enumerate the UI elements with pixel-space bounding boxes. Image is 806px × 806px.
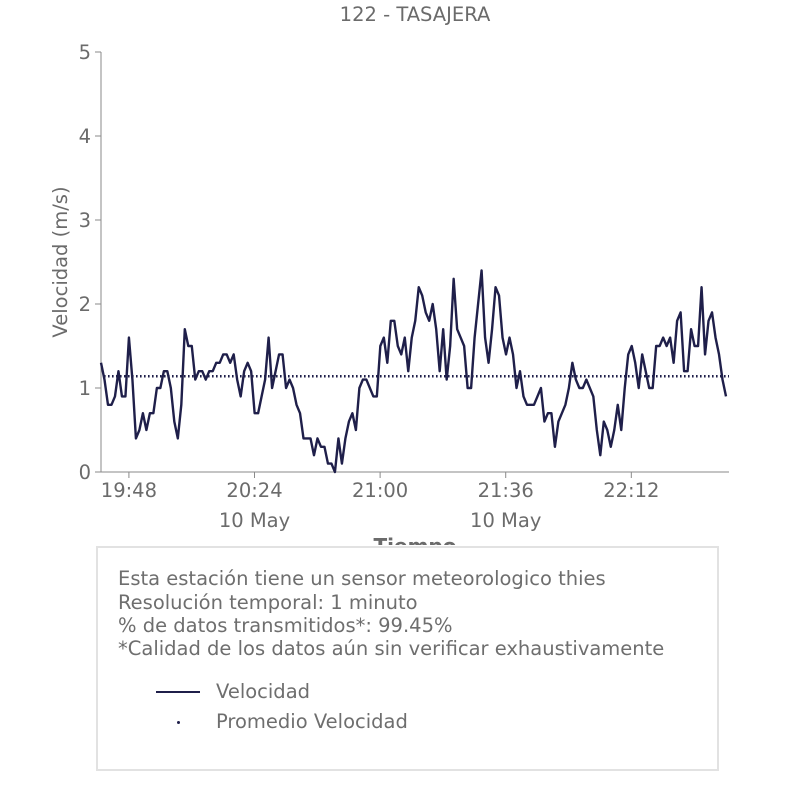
x-tick-label: 22:12: [603, 479, 659, 502]
x-ticks: 19:48 20:24 21:00 21:36 22:12 10 May 10 May: [101, 472, 659, 532]
y-tick-label: 1: [79, 377, 91, 400]
y-tick-label: 2: [79, 293, 91, 316]
info-line-sensor: Esta estación tiene un sensor meteorolog…: [118, 567, 606, 590]
info-panel: Esta estación tiene un sensor meteorolog…: [96, 546, 719, 771]
y-axis-label: Velocidad (m/s): [49, 186, 72, 337]
info-line-transmitted: % de datos transmitidos*: 99.45%: [118, 614, 453, 637]
x-tick-label: 19:48: [101, 479, 157, 502]
x-tick-label: 21:36: [478, 479, 534, 502]
chart-title: 122 - TASAJERA: [340, 3, 491, 26]
x-tick-label: 20:24: [226, 479, 282, 502]
dot-icon: [177, 721, 180, 724]
y-tick-label: 4: [79, 125, 91, 148]
info-line-quality-note: *Calidad de los datos aún sin verificar …: [118, 637, 665, 660]
legend-label-velocidad: Velocidad: [216, 680, 311, 703]
y-tick-label: 3: [79, 209, 91, 232]
x-axis-label: Tiempo: [374, 534, 457, 545]
x-date-label: 10 May: [219, 509, 290, 532]
series-velocidad: [99, 269, 728, 474]
y-tick-label: 5: [79, 41, 91, 64]
line-chart: 122 - TASAJERA Velocidad (m/s) 0 1 2 3 4 5 19…: [49, 3, 729, 545]
y-ticks: 0 1 2 3 4 5: [79, 41, 101, 484]
x-date-label: 10 May: [470, 509, 541, 532]
solid-line-icon: [156, 691, 200, 693]
x-tick-label: 21:00: [352, 479, 408, 502]
info-line-resolution: Resolución temporal: 1 minuto: [118, 591, 418, 614]
y-tick-label: 0: [79, 461, 91, 484]
series-layer: [99, 269, 729, 474]
legend-label-promedio: Promedio Velocidad: [216, 710, 408, 733]
